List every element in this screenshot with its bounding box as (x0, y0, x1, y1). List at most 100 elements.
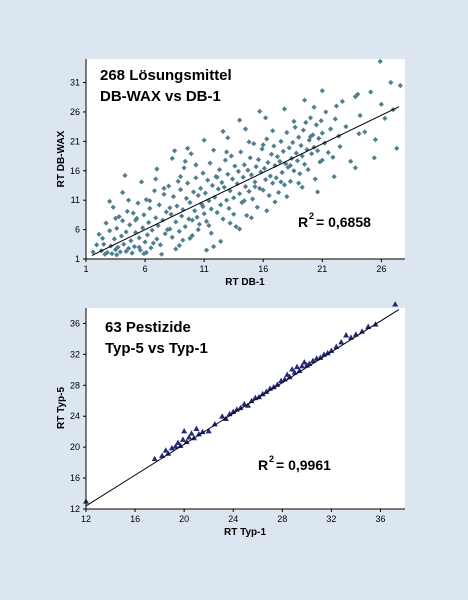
data-point (172, 443, 179, 449)
data-point (287, 162, 293, 169)
data-point (240, 174, 246, 180)
data-point (203, 218, 210, 224)
data-point (310, 132, 316, 138)
data-point (307, 115, 314, 121)
data-point (102, 251, 108, 257)
data-point (185, 180, 191, 186)
y-tick-label: 28 (70, 380, 80, 390)
data-point (163, 209, 169, 215)
x-tick-label: 1 (83, 264, 88, 274)
data-point (121, 241, 127, 247)
data-point (294, 158, 301, 164)
data-point (165, 450, 172, 456)
data-point (164, 226, 171, 233)
data-point (242, 184, 249, 190)
data-point (236, 226, 243, 232)
data-point (242, 126, 249, 132)
data-point (263, 388, 270, 394)
data-point (264, 208, 270, 214)
data-point (150, 240, 156, 246)
data-point (265, 159, 271, 166)
data-point (148, 245, 154, 251)
data-point (223, 197, 230, 203)
data-point (179, 436, 186, 442)
data-point (337, 144, 343, 150)
data-point (123, 248, 129, 254)
data-point (244, 212, 250, 219)
data-point (101, 241, 107, 247)
data-point (343, 124, 349, 130)
data-point (125, 245, 132, 252)
data-point (195, 431, 202, 437)
data-point (177, 442, 184, 449)
data-point (147, 205, 153, 212)
data-point (153, 176, 159, 182)
data-point (186, 434, 193, 440)
data-point (125, 197, 132, 203)
data-point (206, 222, 212, 229)
data-point (147, 198, 153, 204)
chart-pesticides: 12 16 20 24 28 32 36 12 16 20 24 28 32 36 63 Pestizi… (56, 301, 405, 538)
data-point (221, 184, 227, 190)
data-point (173, 219, 179, 225)
data-point (151, 455, 158, 462)
data-point (131, 244, 138, 250)
y-tick-label: 32 (70, 349, 80, 359)
data-point (261, 165, 268, 172)
data-point (170, 194, 177, 200)
data-point (299, 184, 305, 190)
y-tick-label: 12 (70, 504, 80, 514)
data-point (232, 163, 238, 169)
data-point (227, 220, 233, 226)
data-point (357, 112, 363, 119)
data-point (127, 222, 133, 228)
data-point (183, 438, 190, 445)
data-point (309, 151, 315, 157)
data-point (339, 98, 345, 104)
data-point (303, 119, 309, 126)
data-point (248, 397, 255, 404)
data-point (287, 178, 293, 184)
data-point (218, 202, 224, 208)
data-point (307, 134, 314, 140)
data-point (296, 134, 302, 140)
y-tick-label: 11 (71, 195, 80, 205)
data-point (187, 199, 193, 206)
data-point (245, 167, 251, 173)
data-point (182, 158, 188, 164)
data-point (301, 97, 308, 103)
x-tick-label: 32 (326, 514, 336, 524)
data-point (211, 420, 218, 427)
data-point (176, 242, 182, 249)
data-point (267, 173, 273, 179)
data-point (168, 444, 175, 451)
data-point (286, 373, 293, 380)
svg-text:R: R (258, 457, 268, 473)
data-point (198, 185, 204, 192)
data-point (338, 339, 345, 345)
data-point (187, 235, 193, 242)
data-point (225, 135, 231, 141)
data-point (200, 204, 206, 210)
data-point (233, 224, 239, 230)
data-point (214, 174, 220, 180)
data-point (202, 190, 208, 196)
data-point (195, 192, 201, 199)
data-point (281, 182, 288, 188)
data-point (305, 166, 311, 173)
data-point (172, 148, 178, 154)
data-point (154, 236, 160, 242)
x-tick-label: 21 (317, 264, 327, 274)
plot-area (86, 59, 405, 259)
data-point (244, 402, 251, 408)
data-point (168, 211, 174, 217)
data-point (241, 400, 248, 407)
data-point (257, 185, 263, 192)
data-point (175, 439, 182, 445)
data-point (248, 172, 255, 178)
data-point (248, 215, 255, 221)
data-point (146, 219, 152, 226)
data-point (333, 103, 340, 109)
data-point (220, 128, 226, 134)
